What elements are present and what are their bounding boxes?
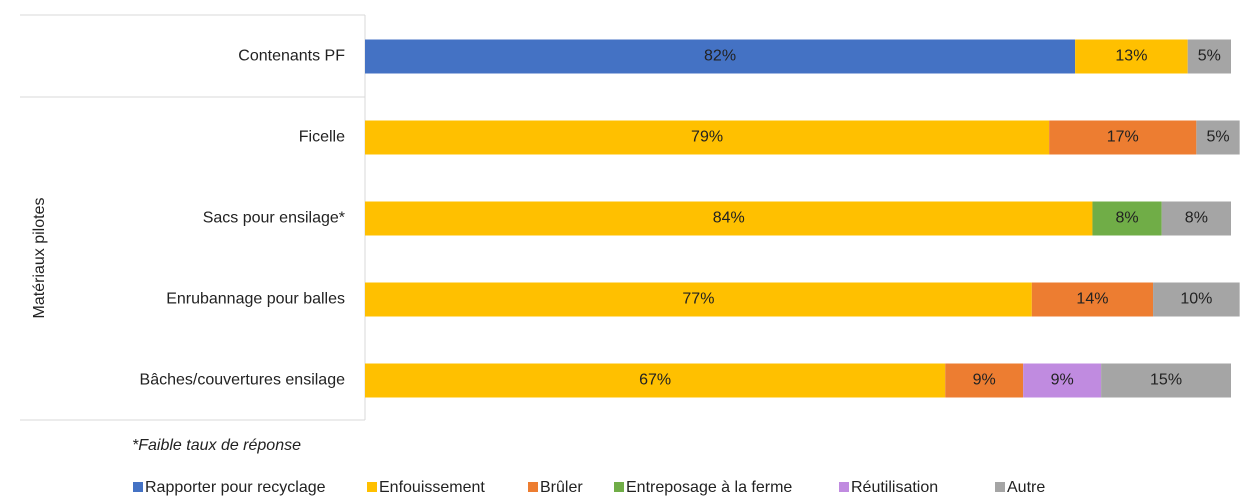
bar-segment bbox=[1161, 201, 1231, 236]
data-label: 15% bbox=[1150, 372, 1182, 389]
data-label: 14% bbox=[1076, 291, 1108, 308]
axis-title: Matériaux pilotes bbox=[31, 198, 48, 319]
bar-segment bbox=[1049, 120, 1197, 155]
bar-segment bbox=[1101, 363, 1231, 398]
data-label: 9% bbox=[973, 372, 996, 389]
data-label: 13% bbox=[1115, 48, 1147, 65]
legend-marker bbox=[133, 482, 143, 492]
bar-segment bbox=[1023, 363, 1102, 398]
bar-segment bbox=[365, 201, 1093, 236]
legend-label: Autre bbox=[1007, 479, 1045, 496]
data-label: 82% bbox=[704, 48, 736, 65]
bar-segment bbox=[365, 363, 946, 398]
data-label: 10% bbox=[1180, 291, 1212, 308]
legend-marker bbox=[367, 482, 377, 492]
bar-segment bbox=[945, 363, 1024, 398]
bar-segment bbox=[1196, 120, 1240, 155]
bar-segment bbox=[365, 39, 1076, 74]
legend-label: Brûler bbox=[540, 479, 583, 496]
legend-label: Rapporter pour recyclage bbox=[145, 479, 326, 496]
y-tick-label: Sacs pour ensilage* bbox=[203, 210, 345, 227]
bar-segment bbox=[1031, 282, 1154, 317]
y-tick-label: Bâches/couvertures ensilage bbox=[140, 372, 346, 389]
legend-marker bbox=[614, 482, 624, 492]
y-tick-label: Enrubannage pour balles bbox=[166, 291, 345, 308]
note: *Faible taux de réponse bbox=[132, 437, 301, 454]
legend-label: Entreposage à la ferme bbox=[626, 479, 792, 496]
bar-segment bbox=[365, 120, 1050, 155]
y-tick-label: Contenants PF bbox=[238, 48, 345, 65]
bar-segment bbox=[1092, 201, 1162, 236]
data-label: 5% bbox=[1198, 48, 1221, 65]
legend-label: Enfouissement bbox=[379, 479, 485, 496]
bar-segment bbox=[1153, 282, 1240, 317]
data-label: 77% bbox=[682, 291, 714, 308]
data-label: 79% bbox=[691, 129, 723, 146]
bar-segment bbox=[1187, 39, 1231, 74]
data-label: 67% bbox=[639, 372, 671, 389]
legend-marker bbox=[839, 482, 849, 492]
bar-segment bbox=[365, 282, 1032, 317]
data-label: 84% bbox=[713, 210, 745, 227]
data-label: 9% bbox=[1051, 372, 1074, 389]
bar-segment bbox=[1075, 39, 1188, 74]
data-label: 8% bbox=[1116, 210, 1139, 227]
legend-marker bbox=[995, 482, 1005, 492]
legend-marker bbox=[528, 482, 538, 492]
data-label: 8% bbox=[1185, 210, 1208, 227]
y-tick-label: Ficelle bbox=[299, 129, 345, 146]
data-label: 17% bbox=[1107, 129, 1139, 146]
legend-label: Réutilisation bbox=[851, 479, 938, 496]
data-label: 5% bbox=[1206, 129, 1229, 146]
